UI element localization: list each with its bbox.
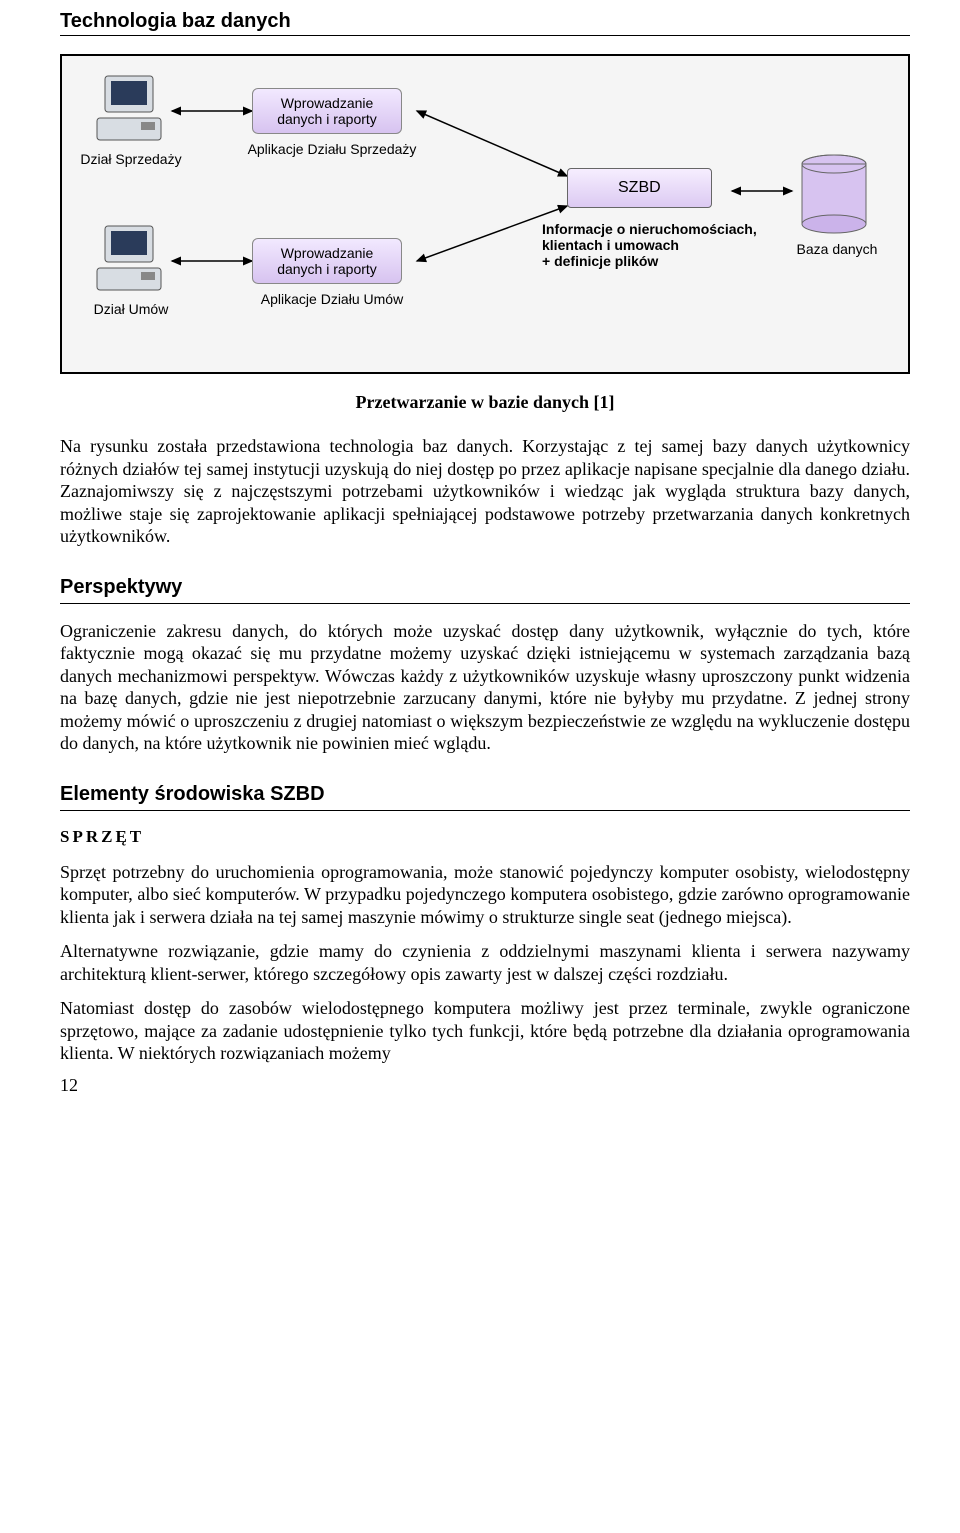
pc2-label: Dział Umów <box>76 301 186 317</box>
perspektywy-paragraph: Ograniczenie zakresu danych, do których … <box>60 620 910 755</box>
sprzet-para-3: Natomiast dostęp do zasobów wielodostępn… <box>60 997 910 1065</box>
szbd-box: SZBD <box>567 168 712 208</box>
page-number: 12 <box>60 1075 910 1096</box>
section-elementy-szbd: Elementy środowiska SZBD <box>60 783 910 811</box>
process-box-1: Wprowadzanie danych i raporty <box>252 88 402 134</box>
diagram-svg <box>62 56 908 372</box>
process-box-2: Wprowadzanie danych i raporty <box>252 238 402 284</box>
subheading-sprzet: SPRZĘT <box>60 827 910 847</box>
szbd-caption: Informacje o nieruchomościach, klientach… <box>542 221 782 269</box>
sprzet-para-1: Sprzęt potrzebny do uruchomienia oprogra… <box>60 861 910 929</box>
architecture-diagram: Dział Sprzedaży Dział Umów Wprowadzanie … <box>60 54 910 374</box>
sprzet-para-2: Alternatywne rozwiązanie, gdzie mamy do … <box>60 940 910 985</box>
process2-caption: Aplikacje Działu Umów <box>237 291 427 307</box>
figure-caption: Przetwarzanie w bazie danych [1] <box>60 392 910 413</box>
pc1-label: Dział Sprzedaży <box>76 151 186 167</box>
db-label: Baza danych <box>782 241 892 257</box>
page-title: Technologia baz danych <box>60 10 910 36</box>
process1-caption: Aplikacje Działu Sprzedaży <box>237 141 427 157</box>
section-perspektywy: Perspektywy <box>60 576 910 604</box>
intro-paragraph: Na rysunku została przedstawiona technol… <box>60 435 910 548</box>
